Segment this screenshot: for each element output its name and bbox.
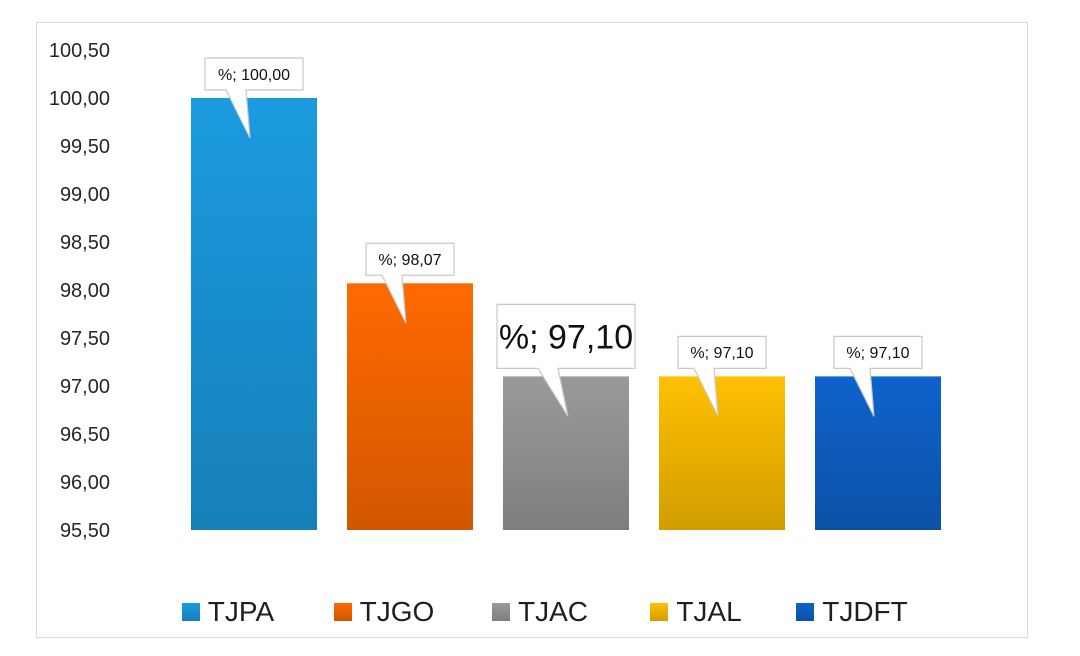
y-tick-label: 96,00	[60, 472, 110, 494]
data-labels: %; 100,00 %; 98,07 %; 97,10 %; 97,10 %; 97,1…	[204, 57, 923, 417]
bar-tjgo	[347, 283, 473, 530]
bar-tjal	[659, 376, 785, 530]
data-label-text: %; 98,07	[378, 252, 441, 269]
data-label-callout: %; 97,10	[677, 335, 767, 417]
legend-label: TJPA	[207, 596, 275, 627]
y-tick-label: 99,00	[60, 184, 110, 206]
data-label-text: %; 97,10	[499, 319, 633, 357]
y-tick-label: 97,00	[60, 376, 110, 398]
y-tick-label: 97,50	[60, 328, 110, 350]
y-tick-label: 99,50	[60, 136, 110, 158]
legend-swatch	[650, 603, 669, 621]
bar-chart: 95,50 96,00 96,50 97,00 97,50 98,00 98,50 99,00…	[49, 40, 941, 542]
legend-item-tjdft: TJDFT	[774, 596, 930, 628]
legend-item-tjal: TJAL	[618, 596, 774, 628]
legend-swatch	[333, 603, 352, 621]
data-label-callout: %; 98,07	[365, 242, 455, 324]
y-tick-label: 100,00	[49, 88, 110, 110]
data-label-text: %; 97,10	[846, 345, 909, 362]
y-tick-label: 95,50	[60, 520, 110, 542]
data-label-callout: %; 97,10	[833, 335, 923, 417]
legend-item-tjgo: TJGO	[306, 596, 462, 628]
legend: TJPA TJGO TJAC TJAL TJDFT	[0, 588, 1080, 636]
y-axis: 95,50 96,00 96,50 97,00 97,50 98,00 98,50 99,00…	[49, 40, 110, 542]
bar-tjdft	[815, 376, 941, 530]
legend-item-tjpa: TJPA	[150, 596, 306, 628]
data-label-text: %; 97,10	[690, 345, 753, 362]
bar-tjpa	[191, 98, 317, 530]
y-tick-label: 96,50	[60, 424, 110, 446]
bar-tjac	[503, 376, 629, 530]
legend-label: TJAC	[518, 596, 588, 627]
legend-label: TJAL	[676, 596, 742, 627]
legend-swatch	[796, 603, 815, 621]
legend-item-tjac: TJAC	[462, 596, 618, 628]
y-tick-label: 98,00	[60, 280, 110, 302]
data-label-text: %; 100,00	[218, 67, 290, 84]
data-label-callout: %; 100,00	[204, 57, 304, 139]
y-tick-label: 98,50	[60, 232, 110, 254]
bars	[191, 98, 941, 530]
legend-label: TJDFT	[822, 596, 908, 627]
legend-label: TJGO	[359, 596, 435, 627]
y-tick-label: 100,50	[49, 40, 110, 62]
legend-swatch	[492, 603, 510, 621]
data-label-callout: %; 97,10	[496, 303, 636, 417]
legend-swatch	[181, 603, 200, 621]
